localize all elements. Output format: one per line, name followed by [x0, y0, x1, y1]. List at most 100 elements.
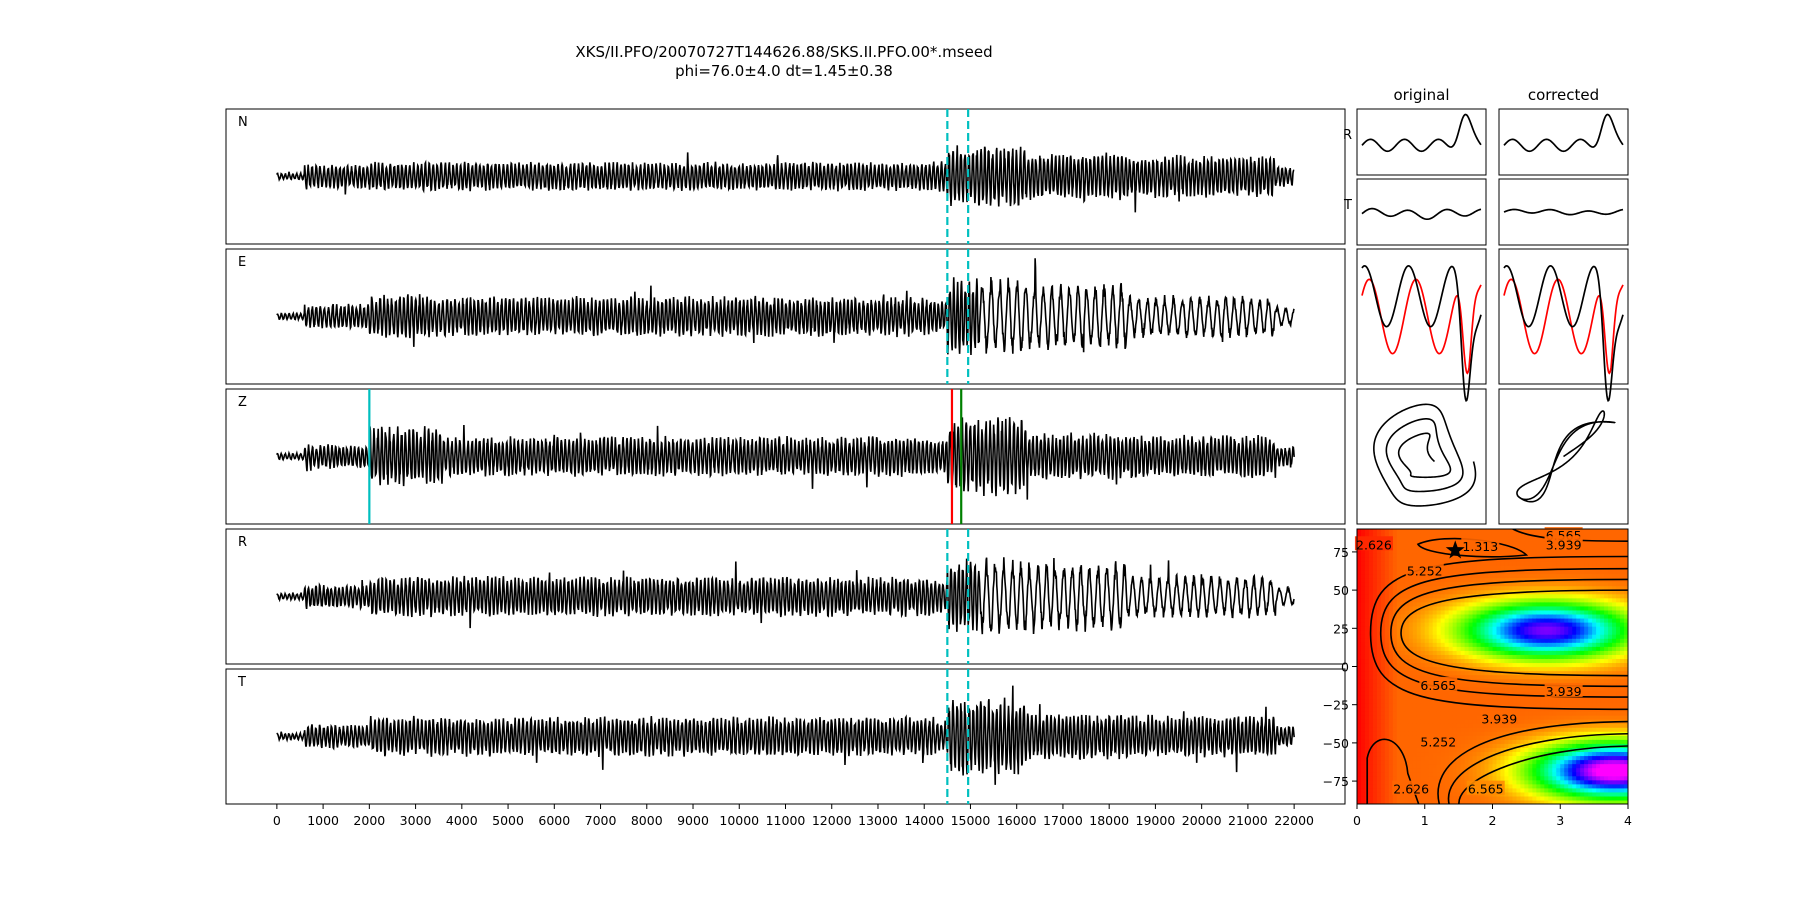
- heatmap-cell: [1544, 702, 1549, 708]
- heatmap-cell: [1524, 609, 1529, 615]
- heatmap-cell: [1480, 577, 1486, 583]
- heatmap-cell: [1368, 605, 1374, 611]
- heatmap-cell: [1512, 581, 1518, 587]
- heatmap-cell: [1384, 686, 1390, 692]
- heatmap-cell: [1452, 775, 1458, 781]
- heatmap-cell: [1468, 694, 1474, 700]
- heatmap-cell: [1560, 617, 1565, 623]
- heatmap-cell: [1468, 723, 1474, 728]
- heatmap-cell: [1376, 755, 1382, 761]
- heatmap-cell: [1592, 763, 1597, 769]
- heatmap-cell: [1368, 670, 1374, 676]
- heatmap-cell: [1472, 731, 1478, 736]
- heatmap-cell: [1456, 775, 1462, 781]
- heatmap-cell: [1536, 694, 1541, 700]
- heatmap-cell: [1480, 529, 1486, 534]
- heatmap-cell: [1372, 654, 1378, 660]
- heatmap-cell: [1480, 589, 1486, 595]
- heatmap-cell: [1616, 557, 1621, 562]
- heatmap-cell: [1588, 710, 1593, 716]
- heatmap-cell: [1448, 775, 1454, 781]
- heatmap-cell: [1484, 634, 1490, 639]
- heatmap-cell: [1456, 565, 1462, 571]
- heatmap-cell: [1368, 658, 1374, 664]
- heatmap-cell: [1456, 557, 1462, 562]
- heatmap-cell: [1572, 787, 1577, 793]
- heatmap-cell: [1460, 529, 1466, 534]
- heatmap-cell: [1368, 751, 1374, 757]
- heatmap-cell: [1484, 613, 1490, 619]
- heatmap-cell: [1580, 565, 1585, 571]
- heatmap-cell: [1492, 634, 1498, 639]
- heatmap-cell: [1608, 763, 1613, 769]
- heatmap-cell: [1528, 573, 1533, 579]
- heatmap-cell: [1408, 723, 1414, 728]
- heatmap-cell: [1456, 739, 1462, 744]
- heatmap-cell: [1552, 662, 1557, 668]
- heatmap-cell: [1532, 674, 1537, 680]
- heatmap-cell: [1432, 715, 1438, 720]
- heatmap-cell: [1372, 646, 1378, 651]
- heatmap-cell: [1400, 743, 1406, 748]
- heatmap-cell: [1380, 581, 1386, 587]
- heatmap-cell: [1424, 710, 1430, 716]
- heatmap-cell: [1556, 622, 1561, 627]
- heatmap-cell: [1452, 589, 1458, 595]
- heatmap-cell: [1616, 605, 1621, 611]
- heatmap-cell: [1616, 795, 1621, 801]
- heatmap-cell: [1544, 605, 1549, 611]
- heatmap-cell: [1376, 787, 1382, 793]
- heatmap-cell: [1372, 686, 1378, 692]
- heatmap-cell: [1400, 799, 1406, 804]
- heatmap-cell: [1604, 783, 1609, 789]
- heatmap-cell: [1436, 791, 1442, 797]
- heatmap-cell: [1416, 630, 1422, 635]
- heatmap-cell: [1488, 771, 1494, 777]
- heatmap-cell: [1488, 678, 1494, 684]
- heatmap-cell: [1552, 719, 1557, 724]
- heatmap-cell: [1396, 755, 1402, 761]
- heatmap-cell: [1548, 601, 1553, 607]
- heatmap-cell: [1556, 799, 1561, 804]
- heatmap-cell: [1492, 670, 1498, 676]
- heatmap-cell: [1392, 715, 1398, 720]
- heatmap-cell: [1380, 791, 1386, 797]
- heatmap-cell: [1380, 787, 1386, 793]
- heatmap-cell: [1548, 674, 1553, 680]
- heatmap-cell: [1580, 763, 1585, 769]
- heatmap-cell: [1412, 654, 1418, 660]
- heatmap-cell: [1464, 682, 1470, 688]
- heatmap-cell: [1492, 755, 1498, 761]
- heatmap-cell: [1388, 670, 1394, 676]
- heatmap-cell: [1484, 759, 1490, 765]
- heatmap-cell: [1460, 581, 1466, 587]
- heatmap-cell: [1400, 666, 1406, 672]
- heatmap-cell: [1544, 719, 1549, 724]
- heatmap-cell: [1360, 710, 1366, 716]
- contour-label: 3.939: [1546, 684, 1582, 699]
- heatmap-cell: [1624, 755, 1628, 761]
- heatmap-cell: [1584, 739, 1589, 744]
- heatmap-cell: [1384, 634, 1390, 639]
- heatmap-cell: [1564, 747, 1569, 753]
- heatmap-cell: [1384, 622, 1390, 627]
- heatmap-cell: [1484, 775, 1490, 781]
- heatmap-cell: [1556, 755, 1561, 761]
- heatmap-cell: [1357, 763, 1362, 769]
- heatmap-cell: [1592, 541, 1597, 546]
- heatmap-cell: [1416, 601, 1422, 607]
- heatmap-cell: [1456, 682, 1462, 688]
- heatmap-cell: [1540, 626, 1545, 631]
- heatmap-cell: [1400, 690, 1406, 696]
- heatmap-cell: [1596, 719, 1601, 724]
- heatmap-cell: [1376, 601, 1382, 607]
- heatmap-cell: [1604, 613, 1609, 619]
- heatmap-cell: [1476, 597, 1482, 603]
- heatmap-cell: [1468, 775, 1474, 781]
- heatmap-cell: [1536, 747, 1541, 753]
- heatmap-cell: [1368, 719, 1374, 724]
- heatmap-cell: [1620, 763, 1625, 769]
- heatmap-cell: [1452, 642, 1458, 647]
- heatmap-cell: [1496, 617, 1502, 623]
- heatmap-cell: [1452, 694, 1458, 700]
